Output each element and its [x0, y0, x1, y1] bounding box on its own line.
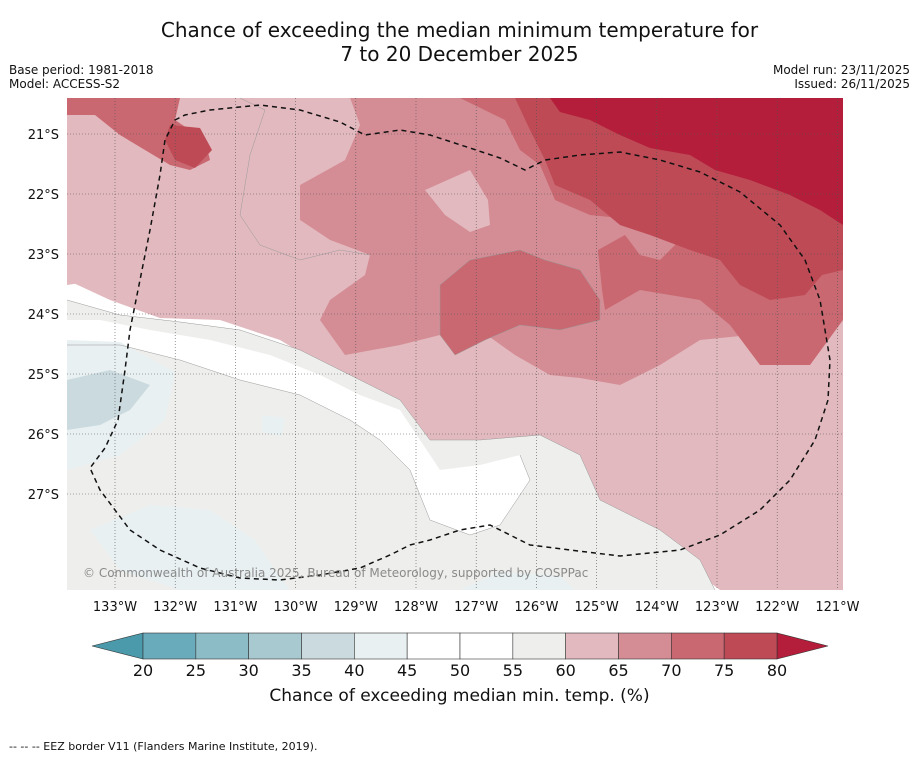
colorbar-tick-label: 20	[133, 661, 153, 680]
colorbar-tick-label: 40	[344, 661, 364, 680]
x-tick-label: 124°W	[635, 600, 679, 615]
colorbar-segment	[565, 632, 619, 660]
x-tick-label: 132°W	[153, 600, 197, 615]
region-60-65-east	[808, 388, 843, 480]
y-tick-label: 25°S	[28, 368, 59, 383]
x-tick-label: 126°W	[514, 600, 558, 615]
colorbar-tick-label: 80	[767, 661, 787, 680]
gridlines	[67, 98, 843, 590]
x-tick-label: 121°W	[815, 600, 859, 615]
y-tick-label: 27°S	[28, 488, 59, 503]
colorbar-tick-label: 55	[503, 661, 523, 680]
y-tick-label: 23°S	[28, 248, 59, 263]
x-tick-label: 122°W	[755, 600, 799, 615]
colorbar-tick-label: 25	[186, 661, 206, 680]
copyright-notice: © Commonwealth of Australia 2025, Bureau…	[83, 566, 588, 580]
y-tick-label: 26°S	[28, 428, 59, 443]
footnote: -- -- -- EEZ border V11 (Flanders Marine…	[9, 740, 318, 753]
colorbar-segment	[459, 632, 514, 660]
colorbar-tick-label: 30	[238, 661, 258, 680]
title-line-1: Chance of exceeding the median minimum t…	[160, 18, 759, 42]
colorbar-segment	[671, 632, 725, 660]
y-tick-label: 22°S	[28, 188, 59, 203]
colorbar-segment	[195, 632, 249, 660]
colorbar-segment	[512, 632, 566, 660]
colorbar-tick-label: 45	[397, 661, 417, 680]
x-axis-ticks: 133°W 132°W 131°W 130°W 129°W 128°W 127°W 126°W…	[93, 600, 860, 615]
colorbar-tick-label: 70	[661, 661, 681, 680]
colorbar-tick-label: 65	[608, 661, 628, 680]
title-line-2: 7 to 20 December 2025	[340, 42, 579, 66]
chart-title: Chance of exceeding the median minimum t…	[0, 18, 919, 66]
region-45-55-inner	[67, 320, 530, 535]
y-tick-label: 24°S	[28, 308, 59, 323]
base-period: Base period: 1981-2018	[9, 63, 154, 77]
colorbar-tick-label: 35	[291, 661, 311, 680]
region-60-65-north	[240, 98, 370, 260]
colorbar-segment	[354, 632, 408, 660]
colorbar-tick-label: 60	[555, 661, 575, 680]
x-tick-label: 128°W	[394, 600, 438, 615]
model-name: Model: ACCESS-S2	[9, 77, 121, 91]
colorbar-segment	[406, 632, 461, 660]
x-tick-label: 127°W	[454, 600, 498, 615]
y-tick-label: 21°S	[28, 128, 59, 143]
colorbar: 20 25 30 35 40 45 50 55 60 65 70 75 80	[91, 632, 829, 680]
colorbar-tick-label: 50	[450, 661, 470, 680]
colorbar-segment	[248, 632, 302, 660]
colorbar-segment	[618, 632, 672, 660]
x-tick-label: 123°W	[695, 600, 739, 615]
map-area	[67, 98, 843, 590]
meta-left: Base period: 1981-2018 Model: ACCESS-S2	[9, 63, 154, 91]
region-75-80-west	[165, 125, 212, 168]
issued-date: Issued: 26/11/2025	[794, 77, 910, 91]
colorbar-extend-low	[91, 632, 144, 660]
x-tick-label: 129°W	[334, 600, 378, 615]
region-40-45	[67, 340, 575, 590]
x-tick-label: 130°W	[274, 600, 318, 615]
colorbar-segment	[142, 632, 197, 660]
contour-lines	[67, 98, 716, 590]
region-35-40-inner	[67, 370, 150, 430]
colorbar-tick-label: 75	[714, 661, 734, 680]
meta-right: Model run: 23/11/2025 Issued: 26/11/2025	[773, 63, 910, 91]
colorbar-segment	[723, 632, 778, 660]
x-tick-label: 133°W	[93, 600, 137, 615]
y-axis-ticks: 21°S 22°S 23°S 24°S 25°S 26°S 27°S	[28, 128, 59, 503]
x-tick-label: 125°W	[575, 600, 619, 615]
region-60-65-west	[67, 120, 108, 285]
region-60-65-isle	[425, 170, 490, 232]
model-run: Model run: 23/11/2025	[772, 63, 910, 77]
colorbar-label: Chance of exceeding median min. temp. (%…	[269, 686, 650, 706]
x-tick-label: 131°W	[213, 600, 257, 615]
colorbar-extend-high	[776, 632, 829, 660]
colorbar-segment	[301, 632, 355, 660]
region-80-plus	[550, 98, 843, 225]
